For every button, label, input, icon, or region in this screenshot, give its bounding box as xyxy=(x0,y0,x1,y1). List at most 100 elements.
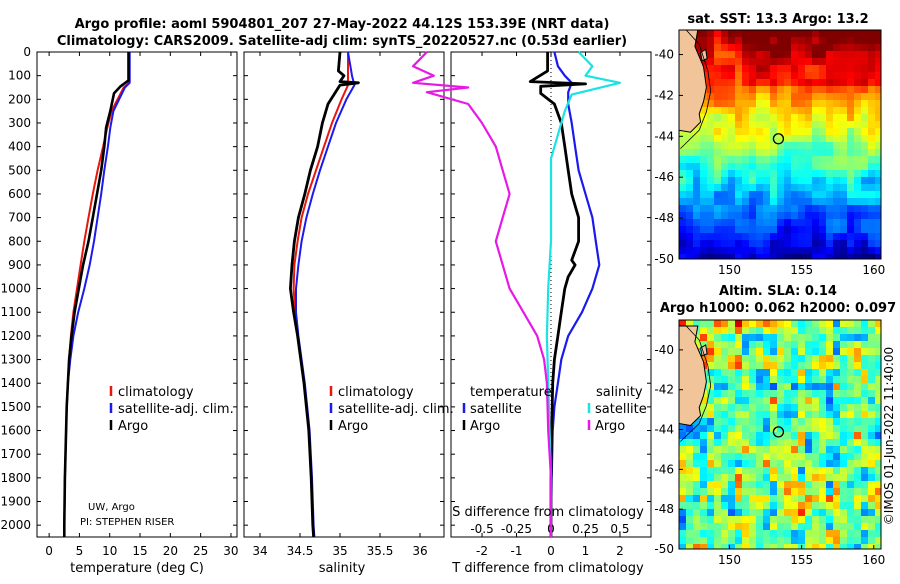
map-cell xyxy=(770,240,778,248)
depth-tick-label: 300 xyxy=(8,116,31,130)
map-cell xyxy=(861,411,869,419)
map-cell xyxy=(826,240,834,248)
map-cell xyxy=(742,530,750,538)
map-cell xyxy=(707,51,715,59)
map-cell xyxy=(812,247,820,255)
map-cell xyxy=(847,177,855,185)
map-cell xyxy=(826,247,834,255)
map-cell xyxy=(679,523,687,531)
map-cell xyxy=(721,502,729,510)
map-cell xyxy=(700,537,708,545)
map-cell xyxy=(784,156,792,164)
map-cell xyxy=(707,341,715,349)
map-cell xyxy=(826,86,834,94)
map-cell xyxy=(735,226,743,234)
map-cell xyxy=(784,254,792,259)
map-cell xyxy=(714,86,722,94)
map-cell xyxy=(777,72,785,80)
map-cell xyxy=(812,163,820,171)
map-cell xyxy=(721,142,729,150)
map-cell xyxy=(791,121,799,129)
map-cell xyxy=(770,327,778,335)
sla-map-frame xyxy=(678,319,882,550)
map-cell xyxy=(679,432,687,440)
map-cell xyxy=(707,369,715,377)
map-cell xyxy=(868,467,876,475)
map-cell xyxy=(707,240,715,248)
map-cell xyxy=(826,100,834,108)
map-cell xyxy=(819,107,827,115)
map-cell xyxy=(868,327,876,335)
map-cell xyxy=(833,327,841,335)
map-cell xyxy=(686,198,694,206)
map-cell xyxy=(742,79,750,87)
map-cell xyxy=(840,334,848,342)
map-cell xyxy=(805,177,813,185)
map-cell xyxy=(847,425,855,433)
map-cell xyxy=(742,233,750,241)
map-cell xyxy=(707,44,715,52)
map-cell xyxy=(714,114,722,122)
map-cell xyxy=(707,481,715,489)
map-cell xyxy=(875,383,881,391)
map-cell xyxy=(812,495,820,503)
map-cell xyxy=(728,149,736,157)
map-cell xyxy=(868,198,876,206)
map-cell xyxy=(833,467,841,475)
map-cell xyxy=(791,467,799,475)
map-cell xyxy=(805,198,813,206)
map-cell xyxy=(693,240,701,248)
map-cell xyxy=(833,100,841,108)
map-cell xyxy=(826,467,834,475)
map-cell xyxy=(854,44,862,52)
map-cell xyxy=(875,65,881,73)
map-cell xyxy=(812,212,820,220)
map-cell xyxy=(826,58,834,66)
depth-tick-label: 1100 xyxy=(0,305,31,319)
map-cell xyxy=(875,481,881,489)
map-cell xyxy=(742,474,750,482)
map-cell xyxy=(693,44,701,52)
map-cell xyxy=(847,37,855,45)
map-cell xyxy=(819,320,827,328)
map-cell xyxy=(812,369,820,377)
map-cell xyxy=(679,481,687,489)
map-cell xyxy=(847,327,855,335)
map-cell xyxy=(805,320,813,328)
map-cell xyxy=(819,51,827,59)
map-cell xyxy=(756,30,764,38)
map-cell xyxy=(742,362,750,370)
map-cell xyxy=(805,107,813,115)
map-cell xyxy=(700,163,708,171)
map-cell xyxy=(756,404,764,412)
map-cell xyxy=(805,537,813,545)
map-x-tick-label: 160 xyxy=(862,263,885,277)
map-cell xyxy=(700,170,708,178)
map-cell xyxy=(700,142,708,150)
map-cell xyxy=(770,170,778,178)
map-cell xyxy=(812,219,820,227)
map-cell xyxy=(798,537,806,545)
map-cell xyxy=(700,334,708,342)
map-cell xyxy=(749,502,757,510)
map-cell xyxy=(791,320,799,328)
map-cell xyxy=(679,495,687,503)
map-cell xyxy=(791,460,799,468)
map-cell xyxy=(707,495,715,503)
map-cell xyxy=(679,226,687,234)
map-cell xyxy=(756,177,764,185)
map-cell xyxy=(763,72,771,80)
map-cell xyxy=(770,397,778,405)
map-cell xyxy=(770,348,778,356)
map-cell xyxy=(805,247,813,255)
map-cell xyxy=(749,114,757,122)
map-cell xyxy=(749,247,757,255)
map-cell xyxy=(854,376,862,384)
map-cell xyxy=(861,58,869,66)
map-cell xyxy=(812,205,820,213)
map-cell xyxy=(735,453,743,461)
map-cell xyxy=(826,481,834,489)
map-cell xyxy=(854,530,862,538)
map-cell xyxy=(819,348,827,356)
map-cell xyxy=(707,425,715,433)
